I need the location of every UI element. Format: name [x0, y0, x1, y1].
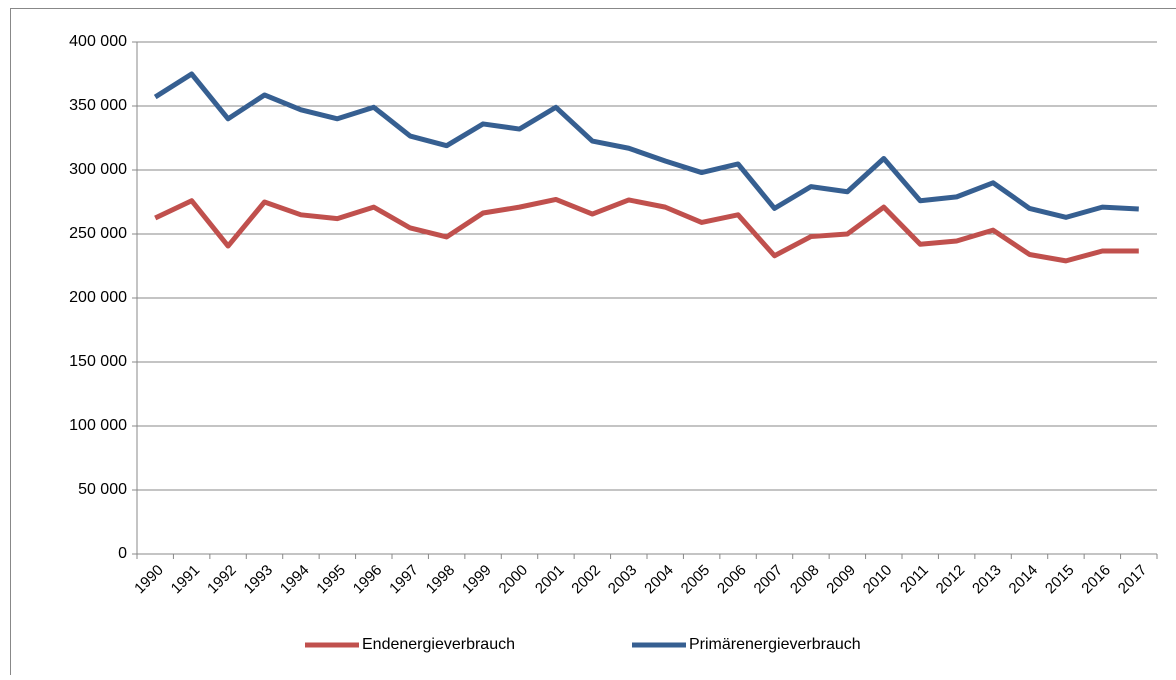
x-tick-label: 1994 [277, 562, 313, 598]
x-tick-label: 1998 [423, 562, 459, 598]
x-tick-label: 2012 [933, 562, 969, 598]
y-tick-label: 300 000 [69, 161, 127, 178]
x-tick-label: 2009 [823, 562, 859, 598]
y-tick-label: 150 000 [69, 353, 127, 370]
x-tick-label: 2008 [787, 562, 823, 598]
legend-label: Primärenergieverbrauch [689, 636, 861, 653]
y-tick-label: 0 [118, 545, 127, 562]
x-tick-label: 2010 [860, 562, 896, 598]
y-tick-label: 350 000 [69, 97, 127, 114]
x-tick-label: 2001 [532, 562, 568, 598]
x-tick-label: 1992 [204, 562, 240, 598]
line-series [155, 74, 1139, 217]
x-tick-label: 2015 [1042, 562, 1078, 598]
x-tick-label: 2017 [1115, 562, 1151, 598]
y-tick-label: 200 000 [69, 289, 127, 306]
y-tick-label: 400 000 [69, 33, 127, 50]
x-tick-label: 2004 [641, 562, 677, 598]
x-tick-label: 2003 [605, 562, 641, 598]
x-tick-label: 1999 [459, 562, 495, 598]
x-tick-label: 1993 [241, 562, 277, 598]
y-tick-label: 100 000 [69, 417, 127, 434]
x-tick-label: 2011 [897, 562, 932, 597]
x-tick-label: 1991 [168, 562, 204, 598]
x-tick-label: 2000 [496, 562, 532, 598]
x-tick-label: 2006 [714, 562, 750, 598]
y-tick-label: 50 000 [78, 481, 127, 498]
x-tick-label: 1997 [386, 562, 422, 598]
x-tick-label: 1995 [313, 562, 349, 598]
x-tick-label: 2005 [678, 562, 714, 598]
y-tick-label: 250 000 [69, 225, 127, 242]
x-tick-label: 2002 [568, 562, 604, 598]
legend-label: Endenergieverbrauch [362, 636, 515, 653]
x-tick-label: 2014 [1006, 562, 1042, 598]
x-tick-label: 1990 [131, 562, 167, 598]
x-tick-label: 2007 [751, 562, 787, 598]
line-series [155, 199, 1139, 260]
x-tick-label: 2016 [1078, 562, 1114, 598]
x-tick-label: 1996 [350, 562, 386, 598]
x-tick-label: 2013 [969, 562, 1005, 598]
